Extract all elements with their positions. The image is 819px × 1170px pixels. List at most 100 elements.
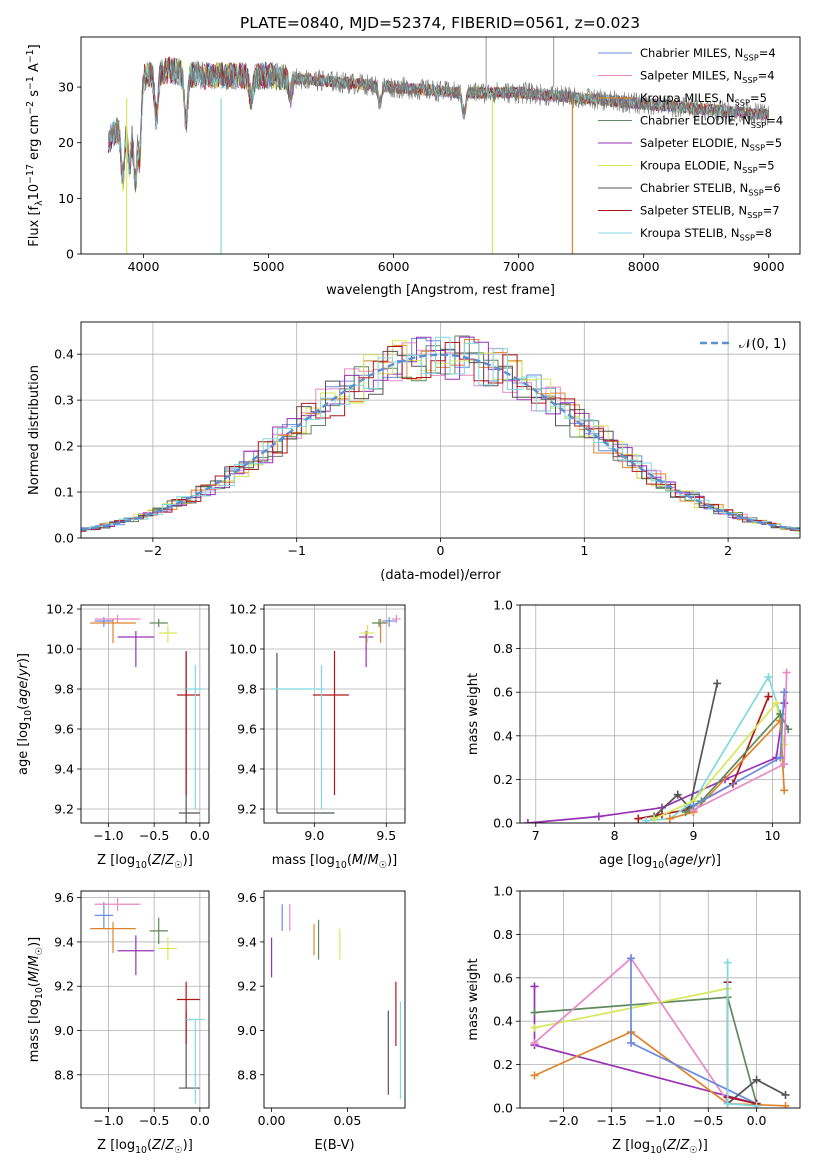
y-tick-label: 0.3	[54, 393, 74, 408]
x-tick-label: 10	[764, 828, 780, 843]
data-point-marker	[776, 753, 785, 762]
x-tick-label: −1.0	[93, 828, 123, 843]
data-point-marker	[594, 812, 603, 821]
plot-area	[90, 615, 205, 823]
y-tick-label: 0.2	[493, 772, 513, 787]
x-tick-label: 8	[611, 828, 619, 843]
data-point-marker	[780, 786, 789, 795]
data-point-marker	[723, 958, 732, 967]
spectrum-panel: 4000 5000 6000 7000 8000 9000 0 10 20 30 wavelengt…	[25, 36, 801, 298]
y-tick-label: 0.8	[493, 927, 513, 942]
data-point-marker	[723, 1099, 732, 1108]
x-tick-label: −0.5	[139, 1113, 169, 1128]
data-point-marker	[634, 814, 643, 823]
y-tick-label: 9.2	[237, 979, 257, 994]
extinction-mass-panel: 0.00 0.05 8.8 9.0 9.2 9.4 9.6 E(B-V)	[237, 890, 406, 1153]
data-point-marker	[530, 982, 539, 991]
data-point-marker	[642, 816, 651, 823]
data-point-marker	[713, 679, 722, 688]
data-point-marker	[764, 692, 773, 701]
x-tick-label: −2.0	[548, 1113, 578, 1128]
legend-entry: Chabrier ELODIE, NSSP=4	[640, 114, 783, 130]
y-tick-label: 0.6	[493, 685, 513, 700]
axes-frame	[263, 890, 406, 1109]
x-tick-label: −1	[287, 543, 305, 558]
plot-area	[270, 904, 402, 1100]
y-tick-label: 10.2	[46, 602, 74, 617]
y-tick-label: 9.0	[237, 1023, 257, 1038]
axes-frame	[80, 604, 210, 824]
y-tick-label: 9.0	[54, 1023, 74, 1038]
axes-frame	[80, 36, 801, 255]
y-tick-label: 20	[58, 135, 74, 150]
data-point-marker	[530, 1071, 539, 1080]
x-tick-label: −2	[144, 543, 162, 558]
legend-entry: Salpeter ELODIE, NSSP=5	[640, 136, 782, 152]
data-point-marker	[782, 668, 791, 677]
plot-area	[530, 954, 790, 1108]
data-point-marker	[681, 808, 690, 817]
axes-frame	[519, 604, 801, 824]
data-point-marker	[627, 1038, 636, 1047]
residual-histogram	[81, 349, 800, 532]
x-axis-label: E(B-V)	[314, 1138, 354, 1153]
y-tick-label: 1.0	[493, 884, 513, 899]
x-tick-label: 7	[532, 828, 540, 843]
axes-frame	[519, 890, 801, 1109]
legend-entry: Salpeter MILES, NSSP=4	[640, 69, 775, 85]
plot-area	[523, 668, 793, 823]
x-tick-label: 7000	[503, 259, 535, 274]
x-tick-label: 1	[580, 543, 588, 558]
x-tick-label: 9	[690, 828, 698, 843]
observed-spectrum	[108, 60, 769, 190]
plot-area	[271, 615, 401, 814]
y-tick-label: 0.2	[54, 439, 74, 454]
metallicity-mass-panel: −1.0 −0.5 0.0 8.8 9.0 9.2 9.4 9.6 Z [log10(Z/Z☉)…	[27, 890, 210, 1156]
data-point-marker	[780, 688, 789, 697]
legend-entry: Salpeter STELIB, NSSP=7	[640, 204, 780, 220]
y-tick-label: 0.4	[493, 728, 513, 743]
x-tick-label: 0.05	[333, 1113, 361, 1128]
y-tick-label: 0.0	[493, 1101, 513, 1116]
y-axis-label: mass weight	[466, 673, 481, 755]
y-tick-label: 9.8	[54, 682, 74, 697]
data-point-marker	[752, 1101, 761, 1108]
y-tick-label: 10	[58, 191, 74, 206]
x-axis-label: Z [log10(Z/Z☉)]	[97, 853, 193, 871]
x-tick-label: −1.5	[597, 1113, 627, 1128]
y-tick-label: 9.4	[54, 762, 74, 777]
mass-weight-line	[669, 718, 786, 820]
x-axis-label: age [log10(age/yr)]	[599, 853, 721, 871]
y-tick-label: 8.8	[237, 1067, 257, 1082]
x-axis-label: wavelength [Angstrom, rest frame]	[326, 283, 555, 298]
x-tick-label: 0	[437, 543, 445, 558]
y-axis-label: Normed distribution	[27, 365, 42, 495]
y-tick-label: 0.1	[54, 485, 74, 500]
y-tick-label: 0.6	[493, 970, 513, 985]
mass-weight-line	[653, 683, 719, 818]
x-tick-label: 0.0	[190, 1113, 210, 1128]
y-tick-label: 10.0	[229, 642, 257, 657]
y-tick-label: 9.4	[54, 934, 74, 949]
y-tick-label: 0.4	[54, 347, 74, 362]
x-axis-label: mass [log10(M/M☉)]	[272, 853, 398, 871]
data-point-marker	[689, 801, 698, 810]
y-tick-label: 9.6	[237, 890, 257, 905]
plot-area	[90, 897, 205, 1104]
axes-frame	[80, 321, 801, 539]
metallicity-weight-panel: −2.0 −1.5 −1.0 −0.5 0.0 0.0 0.2 0.4 0.6 0.8 1.0 Z […	[466, 884, 801, 1156]
legend-entry: Kroupa ELODIE, NSSP=5	[640, 159, 775, 175]
y-tick-label: 0.0	[493, 816, 513, 831]
x-tick-label: 0.00	[258, 1113, 286, 1128]
data-point-marker	[530, 1038, 539, 1047]
y-tick-label: 0.2	[493, 1057, 513, 1072]
data-point-marker	[752, 1075, 761, 1084]
x-tick-label: −0.5	[139, 828, 169, 843]
y-axis-label: age [log10(age/yr)]	[16, 653, 34, 775]
y-tick-label: 9.6	[237, 722, 257, 737]
axes-frame	[263, 604, 406, 824]
y-tick-label: 9.4	[237, 934, 257, 949]
data-point-marker	[523, 819, 532, 823]
